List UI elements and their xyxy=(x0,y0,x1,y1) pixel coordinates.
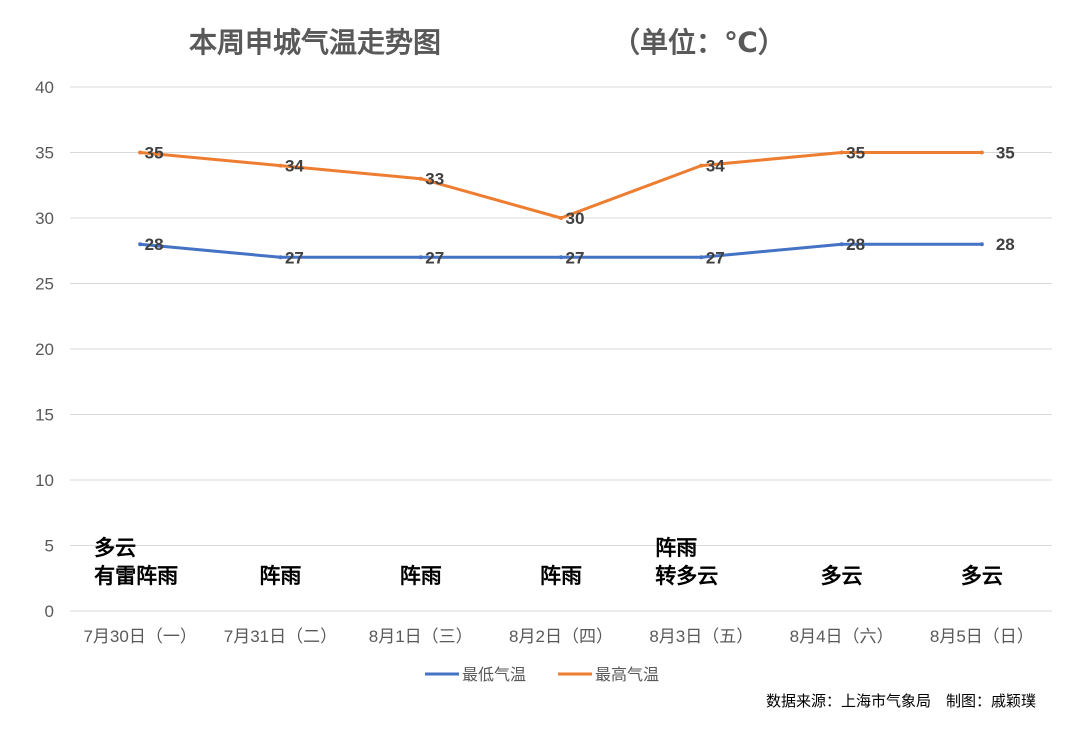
data-point xyxy=(699,163,704,168)
data-label: 28 xyxy=(996,235,1015,254)
data-label: 30 xyxy=(566,209,585,228)
weather-label: 阵雨 xyxy=(400,564,442,588)
series-lines xyxy=(138,150,984,260)
y-tick-label: 25 xyxy=(35,275,54,294)
y-axis: 0 5 10 15 20 25 30 35 40 xyxy=(35,78,54,621)
y-tick-label: 40 xyxy=(35,78,54,97)
data-label: 34 xyxy=(285,157,304,176)
x-tick-label: 8月5日（日） xyxy=(930,627,1034,646)
x-tick-label: 8月2日（四） xyxy=(509,627,613,646)
data-point xyxy=(138,150,143,155)
legend-label: 最高气温 xyxy=(595,665,659,684)
data-point xyxy=(979,150,984,155)
weather-label: 有雷阵雨 xyxy=(94,564,178,588)
data-label: 35 xyxy=(996,144,1015,163)
data-point xyxy=(418,255,423,260)
chart-title-unit: （单位：℃） xyxy=(612,26,786,59)
data-point xyxy=(278,163,283,168)
weather-label: 阵雨 xyxy=(540,564,582,588)
source-note: 数据来源：上海市气象局 制图：戚颖璞 xyxy=(766,692,1036,710)
y-tick-label: 20 xyxy=(35,340,54,359)
data-label: 27 xyxy=(566,248,585,267)
chart-title: 本周申城气温走势图 xyxy=(189,26,441,59)
x-tick-label: 8月3日（五） xyxy=(649,627,753,646)
data-point xyxy=(278,255,283,260)
data-point xyxy=(979,242,984,247)
data-label: 28 xyxy=(145,235,164,254)
x-tick-label: 7月31日（二） xyxy=(224,627,337,646)
data-label: 33 xyxy=(425,170,444,189)
weather-label: 阵雨 xyxy=(259,564,301,588)
y-tick-label: 5 xyxy=(45,537,54,556)
weather-label: 多云 xyxy=(821,564,863,588)
x-tick-label: 7月30日（一） xyxy=(83,627,196,646)
data-point xyxy=(138,242,143,247)
weather-label: 多云 xyxy=(94,536,136,560)
data-label: 35 xyxy=(145,144,164,163)
data-point xyxy=(418,176,423,181)
y-tick-label: 35 xyxy=(35,144,54,163)
weather-label: 转多云 xyxy=(655,564,718,588)
y-tick-label: 0 xyxy=(45,602,54,621)
data-point xyxy=(559,216,563,220)
x-tick-label: 8月1日（三） xyxy=(369,627,473,646)
data-point xyxy=(839,242,844,247)
weather-label: 多云 xyxy=(961,564,1003,588)
data-label: 27 xyxy=(706,248,725,267)
data-label: 27 xyxy=(425,248,444,267)
data-labels: 28 27 27 27 27 28 28 35 34 33 30 34 35 35 xyxy=(145,144,1015,268)
data-label: 27 xyxy=(285,248,304,267)
x-tick-label: 8月4日（六） xyxy=(790,627,894,646)
data-point xyxy=(699,255,704,260)
data-point xyxy=(839,150,844,155)
y-tick-label: 10 xyxy=(35,471,54,490)
legend: 最低气温 最高气温 xyxy=(425,665,659,684)
data-point xyxy=(559,255,563,260)
weather-label: 阵雨 xyxy=(655,536,697,560)
legend-label: 最低气温 xyxy=(462,665,526,684)
data-label: 28 xyxy=(846,235,865,254)
gridlines xyxy=(70,86,1052,612)
x-axis: 7月30日（一） 7月31日（二） 8月1日（三） 8月2日（四） 8月3日（五） 8月4… xyxy=(83,627,1033,646)
data-label: 35 xyxy=(846,144,865,163)
y-tick-label: 15 xyxy=(35,406,54,425)
y-tick-label: 30 xyxy=(35,209,54,228)
data-label: 34 xyxy=(706,157,725,176)
